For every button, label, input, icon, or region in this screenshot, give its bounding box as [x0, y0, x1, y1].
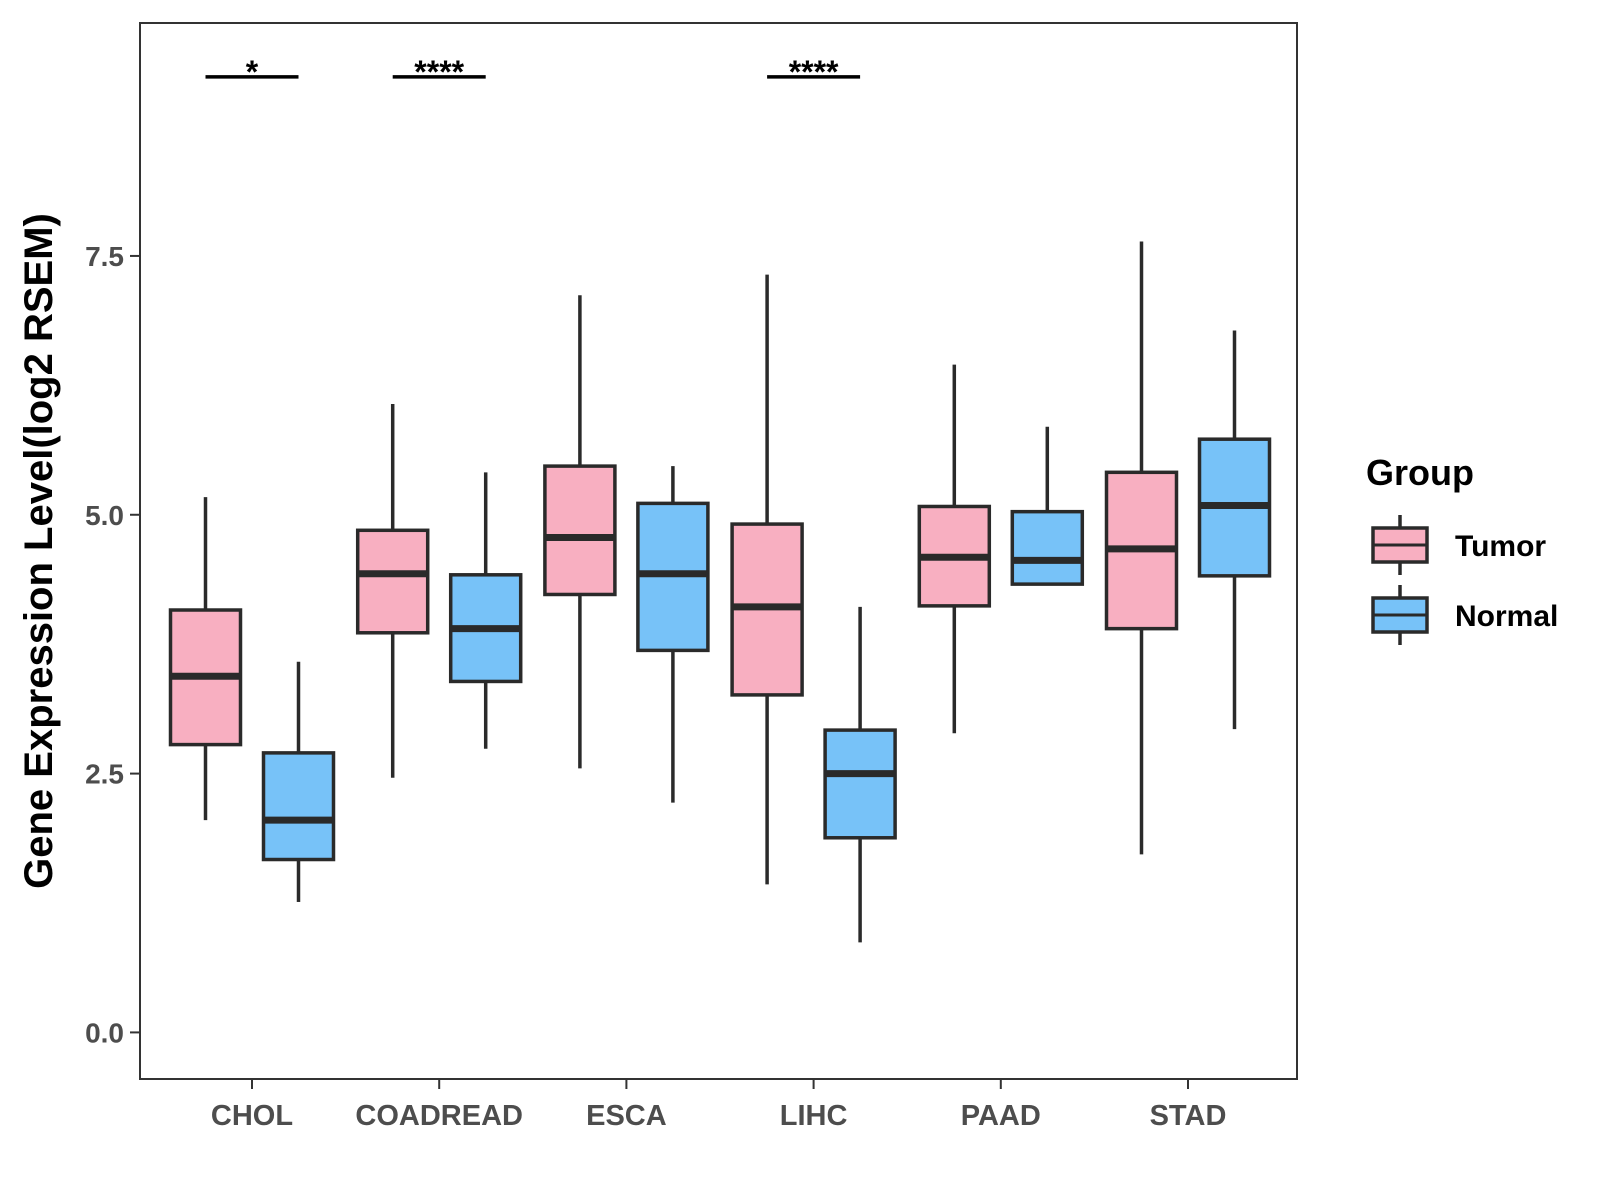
significance-label: ****: [789, 54, 839, 90]
boxes: [168, 241, 1272, 943]
x-tick-label: COADREAD: [355, 1100, 523, 1132]
box-tumor-chol: [168, 497, 243, 821]
x-axis: CHOL COADREAD ESCA LIHC PAAD STAD: [211, 1079, 1226, 1132]
y-axis-label: Gene Expression Level(log2 RSEM): [17, 213, 61, 889]
box-body: [1010, 509, 1085, 586]
box-body: [355, 528, 430, 635]
box-normal-lihc: [823, 606, 897, 943]
significance-annotations: * **** ****: [205, 54, 861, 90]
box-normal-stad: [1197, 330, 1272, 730]
box-tumor-paad: [917, 364, 992, 734]
significance-label: *: [246, 54, 259, 90]
y-tick-label: 7.5: [85, 241, 124, 272]
box-body: [823, 728, 897, 840]
y-tick-label: 0.0: [85, 1017, 124, 1048]
box-normal-paad: [1010, 426, 1085, 586]
legend-label: Normal: [1455, 600, 1558, 633]
box-tumor-stad: [1104, 241, 1179, 855]
box-body: [261, 751, 336, 862]
x-tick-label: STAD: [1150, 1100, 1227, 1132]
legend-entry-tumor: Tumor: [1371, 515, 1546, 575]
significance-label: ****: [414, 54, 464, 90]
box-normal-esca: [636, 466, 710, 803]
x-tick-label: LIHC: [780, 1100, 848, 1132]
x-tick-label: PAAD: [961, 1100, 1041, 1132]
box-body: [543, 464, 617, 597]
box-tumor-lihc: [730, 274, 804, 885]
x-tick-label: CHOL: [211, 1100, 293, 1132]
legend-entry-normal: Normal: [1371, 585, 1558, 645]
y-tick-label: 5.0: [85, 500, 124, 531]
box-tumor-esca: [543, 295, 617, 769]
y-tick-label: 2.5: [85, 759, 124, 790]
y-axis: 0.0 2.5 5.0 7.5: [85, 241, 140, 1048]
legend: Group Tumor Normal: [1366, 452, 1558, 645]
x-tick-label: ESCA: [586, 1100, 667, 1132]
box-normal-chol: [261, 661, 336, 902]
box-tumor-coadread: [355, 403, 430, 778]
box-normal-coadread: [448, 472, 523, 749]
legend-label: Tumor: [1455, 530, 1546, 563]
legend-title: Group: [1366, 452, 1474, 493]
panel-border: [139, 22, 1298, 1080]
